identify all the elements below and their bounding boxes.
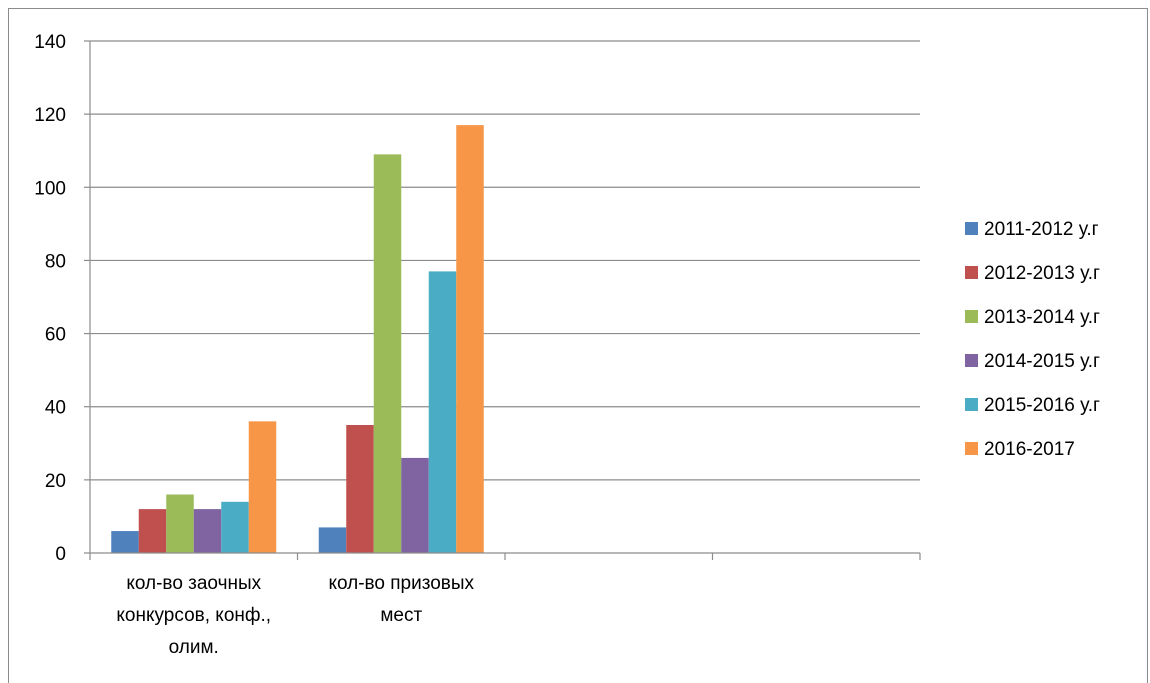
grid-layer — [90, 40, 920, 481]
bar-1-2 — [373, 154, 402, 553]
legend-swatch — [965, 222, 978, 235]
bar-1-3 — [401, 457, 429, 553]
legend-label: 2016-2017 — [984, 439, 1075, 460]
y-tick-label: 60 — [45, 325, 66, 346]
legend-label: 2015-2016 у.г — [984, 395, 1100, 416]
category-labels: кол-во заочных конкурсов, конф., олим. кол-… — [116, 573, 474, 658]
category-label: мест — [380, 605, 422, 626]
bar-0-2 — [166, 494, 194, 553]
bar-0-3 — [193, 509, 222, 553]
category-label: кол-во призовых — [328, 573, 474, 594]
legend-label: 2013-2014 у.г — [984, 307, 1100, 328]
y-tick-label: 20 — [45, 471, 66, 492]
bar-1-0 — [318, 527, 347, 553]
bar-0-5 — [248, 421, 277, 553]
legend-label: 2012-2013 у.г — [984, 263, 1100, 284]
legend-swatch — [965, 442, 978, 455]
bar-1-4 — [428, 271, 457, 553]
legend-swatch — [965, 354, 978, 367]
legend-swatch — [965, 310, 978, 323]
y-tick-label: 120 — [34, 105, 66, 126]
category-label: конкурсов, конф., — [116, 605, 271, 626]
bar-1-5 — [456, 125, 484, 553]
category-label: кол-во заочных — [126, 573, 261, 594]
legend-label: 2011-2012 у.г — [984, 219, 1099, 240]
y-tick-label: 140 — [34, 32, 66, 53]
legend: 2011-2012 у.г 2012-2013 у.г 2013-2014 у.г 2… — [965, 219, 1100, 460]
legend-swatch — [965, 266, 978, 279]
bar-1-1 — [346, 425, 374, 553]
y-tick-labels: 0 20 40 60 80 100 120 140 — [34, 32, 66, 565]
category-label: олим. — [169, 637, 219, 658]
y-tick-label: 100 — [34, 178, 66, 199]
y-tick-label: 80 — [45, 251, 66, 272]
y-tick-label: 0 — [55, 544, 66, 565]
bar-0-1 — [138, 509, 167, 553]
legend-swatch — [965, 398, 978, 411]
chart-frame — [8, 8, 1148, 683]
axis-layer — [84, 40, 921, 560]
bars-layer — [111, 125, 484, 553]
legend-label: 2014-2015 у.г — [984, 351, 1100, 372]
y-tick-label: 40 — [45, 398, 66, 419]
bar-0-4 — [221, 501, 249, 553]
bar-0-0 — [111, 531, 139, 553]
